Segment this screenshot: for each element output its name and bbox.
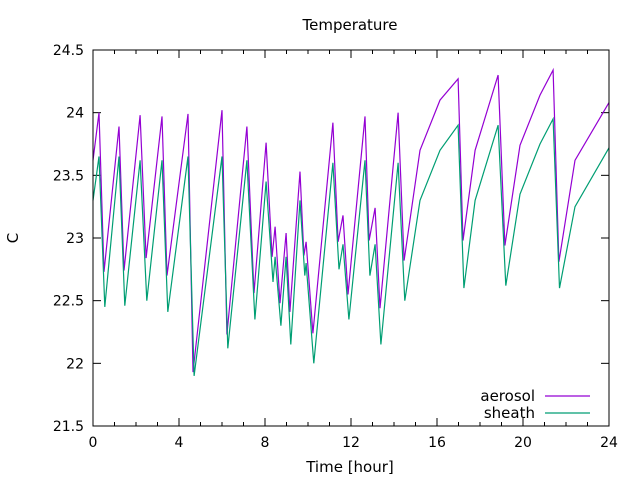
series-line-sheath — [92, 116, 610, 376]
y-axis-label: C — [4, 233, 22, 243]
legend-label-sheath: sheath — [484, 404, 535, 422]
y-tick-label: 24.5 — [53, 43, 84, 59]
y-tick-label: 24 — [66, 106, 84, 122]
plot-border — [92, 49, 610, 427]
x-tick-label: 24 — [600, 435, 618, 451]
y-tick-label: 23.5 — [53, 168, 84, 184]
x-tick-label: 12 — [342, 435, 360, 451]
legend-label-aerosol: aerosol — [480, 387, 535, 405]
y-tick-label: 22.5 — [53, 294, 84, 310]
y-tick-label: 22 — [66, 356, 84, 372]
axis-ticks: 0 4 8 12 16 20 24 21.5 22 22.5 23 23.5 24 24.5 — [53, 43, 618, 451]
series-line-aerosol — [92, 67, 610, 373]
y-tick-label: 23 — [66, 231, 84, 247]
x-tick-label: 20 — [514, 435, 532, 451]
series-lines — [92, 67, 610, 376]
chart-title: Temperature — [301, 16, 397, 34]
x-tick-label: 16 — [428, 435, 446, 451]
x-tick-label: 8 — [261, 435, 270, 451]
x-tick-label: 0 — [89, 435, 98, 451]
y-tick-label: 21.5 — [53, 419, 84, 435]
x-axis-label: Time [hour] — [305, 458, 394, 476]
x-tick-label: 4 — [175, 435, 184, 451]
